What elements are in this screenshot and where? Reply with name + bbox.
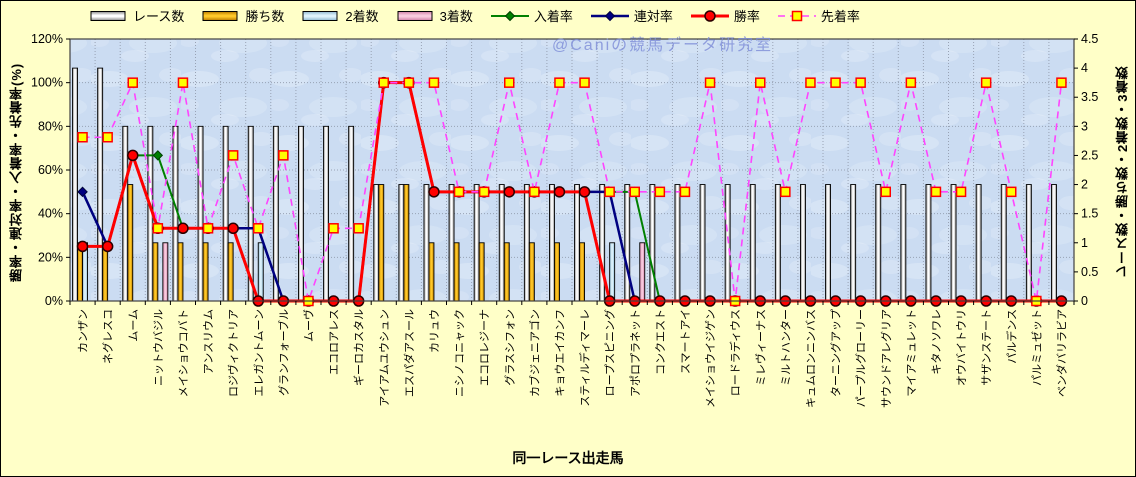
svg-text:ニットウバジル: ニットウバジル (152, 309, 165, 386)
legend-label-second-count: 2着数 (345, 9, 379, 24)
svg-text:0: 0 (1081, 294, 1088, 308)
race-count-swatch (90, 10, 126, 21)
svg-text:エスパダアスール: エスパダアスール (402, 309, 416, 397)
svg-text:アンスリウム: アンスリウム (202, 309, 215, 374)
svg-text:ニシノコニャック: ニシノコニャック (453, 309, 466, 397)
svg-text:マイアミュレット: マイアミュレット (906, 309, 918, 397)
legend-item-second-count: 2着数 (301, 6, 379, 25)
x-axis-title: 同一レース出走馬 (512, 450, 624, 466)
svg-text:100%: 100% (31, 76, 63, 90)
svg-text:ネグレスコ: ネグレスコ (101, 309, 115, 364)
win-count-swatch (202, 10, 238, 21)
svg-text:ミレヴィーナス: ミレヴィーナス (753, 309, 767, 386)
svg-text:ロードラディウス: ロードラディウス (728, 309, 742, 396)
legend-item-quinella-rate: 連対率 (590, 6, 673, 25)
quinella-rate-swatch (590, 10, 629, 21)
svg-text:ムーム: ムーム (127, 309, 140, 342)
svg-text:オウバイトウリ: オウバイトウリ (955, 309, 968, 386)
svg-text:スマートアイ: スマートアイ (680, 309, 692, 374)
svg-text:2: 2 (1081, 178, 1088, 192)
svg-text:20%: 20% (38, 250, 63, 264)
right-axis-title: レース数・勝ち数・2着数・3着数 (1115, 65, 1130, 279)
svg-text:4.5: 4.5 (1081, 32, 1098, 46)
place-rate-swatch (490, 10, 529, 21)
svg-text:0%: 0% (45, 294, 63, 308)
svg-text:サウンドアレグリア: サウンドアレグリア (879, 309, 893, 408)
axis-labels: 0% 20% 40% 60% 80% 100% 120% 0 0.5 1 1.5 2 2.5 3 3.5 4 4… (31, 32, 1098, 308)
svg-text:メイショウイジゲン: メイショウイジゲン (704, 309, 717, 408)
svg-text:80%: 80% (38, 119, 63, 133)
svg-text:4: 4 (1081, 61, 1088, 75)
legend-label-place-rate: 入着率 (533, 9, 573, 24)
legend-label-race-count: レース数 (133, 9, 185, 24)
svg-text:パルミュゼット: パルミュゼット (1030, 309, 1043, 386)
svg-text:ムーヴ: ムーヴ (301, 309, 315, 342)
legend-label-win-rate: 勝率 (733, 9, 760, 24)
legend-item-race-count: レース数 (89, 6, 184, 25)
first-finish-rate-swatch (777, 10, 816, 21)
svg-text:グラスシフォン: グラスシフォン (502, 309, 516, 386)
svg-text:キタノソワレ: キタノソワレ (930, 309, 943, 375)
svg-text:サザンステート: サザンステート (980, 309, 993, 386)
svg-text:ベンダバリラビア: ベンダバリラビア (1054, 309, 1068, 397)
svg-text:スティルディマーレ: スティルディマーレ (578, 309, 592, 407)
legend: レース数 勝ち数 2着数 3着数 入着率 連対率 勝率 先着率 (89, 6, 860, 25)
second-count-swatch (302, 10, 338, 21)
svg-text:エレガントムーン: エレガントムーン (252, 309, 265, 396)
svg-text:カンザン: カンザン (77, 309, 90, 353)
svg-text:パープルグローリー: パープルグローリー (854, 309, 868, 407)
svg-text:120%: 120% (31, 32, 63, 46)
legend-item-win-rate: 勝率 (690, 6, 760, 25)
bars-race-count (72, 67, 1057, 302)
svg-text:グランフォーブル: グランフォーブル (276, 309, 290, 396)
win-rate-swatch (690, 9, 729, 22)
legend-item-third-count: 3着数 (396, 6, 473, 25)
bars-win-count (77, 184, 585, 302)
svg-text:エコロアレス: エコロアレス (329, 309, 341, 375)
svg-text:アイアムユウシュン: アイアムユウシュン (378, 309, 391, 407)
svg-text:0.5: 0.5 (1081, 265, 1098, 279)
svg-text:ギーロカスタル: ギーロカスタル (353, 309, 366, 386)
legend-label-quinella-rate: 連対率 (633, 9, 673, 24)
svg-text:60%: 60% (38, 163, 63, 177)
third-count-swatch (397, 10, 433, 21)
svg-text:40%: 40% (38, 207, 63, 221)
svg-text:ロープスピニング: ロープスピニング (603, 309, 617, 396)
svg-text:ターニングアップ: ターニングアップ (829, 309, 843, 397)
svg-text:キュムロンニンバス: キュムロンニンバス (804, 309, 817, 408)
svg-text:1: 1 (1081, 236, 1088, 250)
svg-text:1.5: 1.5 (1081, 207, 1098, 221)
svg-text:アポロプラネット: アポロプラネット (629, 309, 642, 397)
svg-text:ミルトハンター: ミルトハンター (779, 309, 792, 386)
svg-text:3.5: 3.5 (1081, 90, 1098, 104)
legend-label-first-finish-rate: 先着率 (820, 9, 860, 24)
svg-text:コンクエスト: コンクエスト (654, 309, 667, 375)
legend-label-win-count: 勝ち数 (245, 9, 285, 24)
legend-label-third-count: 3着数 (439, 9, 473, 24)
legend-item-place-rate: 入着率 (490, 6, 573, 25)
svg-text:パルデンス: パルデンス (1004, 309, 1018, 364)
watermark: @Caniの競馬データ研究室 (552, 37, 774, 54)
svg-text:2.5: 2.5 (1081, 148, 1098, 162)
svg-text:メイショウコバト: メイショウコバト (177, 309, 190, 397)
svg-text:エコロレジーナ: エコロレジーナ (478, 309, 491, 386)
svg-text:ロジヴィクトリア: ロジヴィクトリア (226, 309, 240, 397)
left-axis-title: 勝率・連対率・入着率・先着率(%) (9, 62, 24, 282)
x-axis-category-labels: カンザン ネグレスコ ムーム ニットウバジル メイショウコバト アンスリウム ロジヴィクトリ… (77, 309, 1069, 408)
svg-text:キョウエイカンフ: キョウエイカンフ (553, 309, 566, 397)
legend-item-first-finish-rate: 先着率 (777, 6, 860, 25)
svg-text:3: 3 (1081, 119, 1088, 133)
svg-text:カリュウ: カリュウ (428, 309, 441, 353)
legend-item-win-count: 勝ち数 (201, 6, 284, 25)
svg-text:カブジェニアゴン: カブジェニアゴン (527, 309, 541, 397)
